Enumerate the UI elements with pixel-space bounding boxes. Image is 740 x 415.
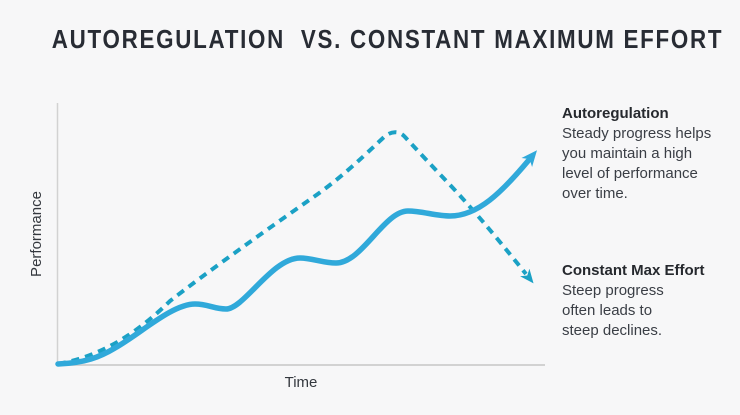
y-axis-label: Performance	[28, 191, 45, 277]
constant-max-annotation: Constant Max Effort Steep progress often…	[562, 261, 736, 341]
x-axis-label: Time	[284, 374, 318, 391]
autoregulation-annotation: Autoregulation Steady progress helps you…	[562, 104, 736, 204]
autoregulation-annotation-heading: Autoregulation	[562, 105, 669, 122]
constant-max-annotation-heading: Constant Max Effort	[562, 262, 705, 279]
constant-max-effort-line	[57, 130, 534, 366]
page-title: AUTOREGULATION VS. CONSTANT MAXIMUM EFFO…	[51, 24, 724, 54]
autoregulation-annotation-body: Steady progress helps you maintain a hig…	[562, 125, 712, 202]
constant-max-annotation-body: Steep progress often leads to steep decl…	[562, 282, 664, 339]
autoregulation-line	[55, 150, 537, 367]
